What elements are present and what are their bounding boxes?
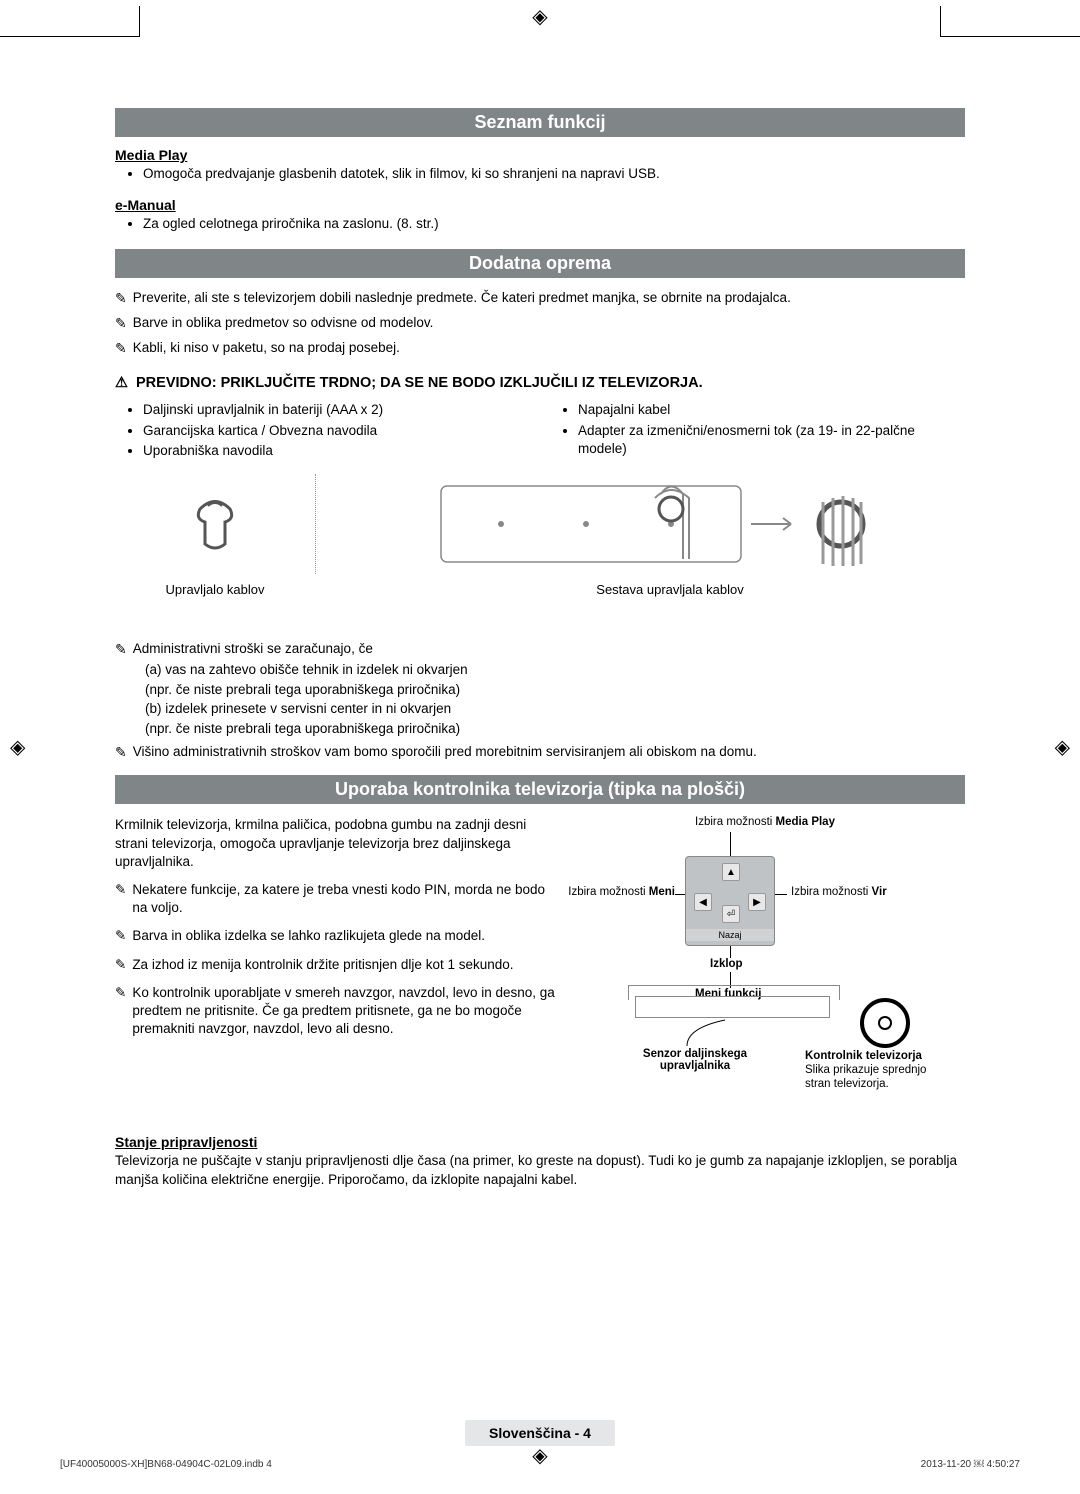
- accessories-note-3: ✎ Kabli, ki niso v paketu, so na prodaj p…: [115, 338, 965, 359]
- note-icon: ✎: [115, 338, 127, 359]
- standby-heading: Stanje pripravljenosti: [115, 1134, 965, 1150]
- list-item: Napajalni kabel: [578, 401, 965, 419]
- cable-assembly-figure: [376, 474, 965, 574]
- label-meni: Izbira možnosti Meni: [555, 886, 675, 898]
- note-icon: ✎: [115, 639, 127, 660]
- standby-text: Televizorja ne puščajte v stanju priprav…: [115, 1152, 965, 1188]
- section-heading-accessories: Dodatna oprema: [115, 249, 965, 278]
- admin-notes-block: (a) vas na zahtevo obišče tehnik in izde…: [115, 660, 965, 738]
- note-icon: ✎: [115, 288, 127, 309]
- note-text: Višino administrativnih stroškov vam bom…: [133, 742, 757, 763]
- media-play-list: Omogoča predvajanje glasbenih datotek, s…: [115, 165, 965, 183]
- footer-date: 2013-11-20 ￼ 4:50:27: [921, 1459, 1020, 1470]
- label-prefix: Izbira možnosti: [791, 886, 872, 898]
- pad-up-icon: ▲: [722, 863, 740, 881]
- leader-line: [773, 894, 787, 895]
- admin-notes-head: ✎ Administrativni stroški se zaračunajo, …: [115, 639, 965, 660]
- controller-diagram: Izbira možnosti Media Play Izbira možnos…: [575, 816, 965, 1096]
- media-play-heading: Media Play: [115, 147, 965, 163]
- controller-pad-icon: ▲ ◀ ▶ ⏎ Nazaj: [685, 856, 775, 946]
- admin-note-line: (a) vas na zahtevo obišče tehnik in izde…: [145, 660, 965, 680]
- note-icon: ✎: [115, 313, 127, 334]
- note-icon: ✎: [115, 881, 126, 917]
- crop-mark-top-left: [0, 36, 140, 37]
- note-text: Nekatere funkcije, za katere je treba vn…: [132, 881, 555, 917]
- warning-icon: ⚠: [115, 375, 128, 391]
- admin-note-line: (npr. če niste prebrali tega uporabniške…: [145, 719, 965, 739]
- crop-mark-right-icon: ◈: [1055, 735, 1070, 760]
- label-bold: Vir: [872, 886, 887, 898]
- leader-curve: [685, 1018, 735, 1048]
- note-text: Administrativni stroški se zaračunajo, č…: [133, 639, 373, 660]
- leader-line: [730, 832, 731, 856]
- note-icon: ✎: [115, 927, 126, 945]
- media-play-item: Omogoča predvajanje glasbenih datotek, s…: [143, 165, 965, 183]
- list-item: Uporabniška navodila: [143, 442, 530, 460]
- caption-b: Sestava upravljala kablov: [315, 582, 965, 597]
- label-kontrolnik-sub: Slika prikazuje sprednjo stran televizor…: [805, 1064, 955, 1092]
- label-media-play: Izbira možnosti Media Play: [665, 816, 865, 828]
- pad-left-icon: ◀: [694, 893, 712, 911]
- note-icon: ✎: [115, 984, 126, 1039]
- label-kontrolnik: Kontrolnik televizorja: [805, 1050, 922, 1062]
- admin-note-line: (npr. če niste prebrali tega uporabniške…: [145, 680, 965, 700]
- note-text: Ko kontrolnik uporabljate v smereh navzg…: [132, 984, 555, 1039]
- section-heading-controller: Uporaba kontrolnika televizorja (tipka n…: [115, 775, 965, 804]
- accessories-left-list: Daljinski upravljalnik in bateriji (AAA …: [115, 401, 530, 462]
- label-izklop: Izklop: [710, 958, 743, 970]
- controller-dial-icon: [860, 998, 910, 1048]
- emanual-heading: e-Manual: [115, 197, 965, 213]
- note-text: Barva in oblika izdelka se lahko razliku…: [132, 927, 485, 945]
- section-heading-features: Seznam funkcij: [115, 108, 965, 137]
- accessories-note-1: ✎ Preverite, ali ste s televizorjem dobil…: [115, 288, 965, 309]
- note-text: Barve in oblika predmetov so odvisne od …: [133, 313, 434, 334]
- crop-mark-top-right: [940, 36, 1080, 37]
- crop-mark-left-icon: ◈: [10, 735, 25, 760]
- controller-intro: Krmilnik televizorja, krmilna paličica, …: [115, 816, 555, 871]
- admin-final-note: ✎ Višino administrativnih stroškov vam bo…: [115, 742, 965, 763]
- controller-note-4: ✎Ko kontrolnik uporabljate v smereh navz…: [115, 984, 555, 1039]
- emanual-item: Za ogled celotnega priročnika na zaslonu…: [143, 215, 965, 233]
- pad-nazaj-label: Nazaj: [686, 929, 774, 941]
- leader-line: [730, 946, 731, 958]
- note-icon: ✎: [115, 956, 126, 974]
- note-text: Kabli, ki niso v paketu, so na prodaj po…: [133, 338, 400, 359]
- admin-note-line: (b) izdelek prinesete v servisni center …: [145, 699, 965, 719]
- note-text: Preverite, ali ste s televizorjem dobili…: [133, 288, 791, 309]
- accessories-right-list: Napajalni kabel Adapter za izmenični/eno…: [550, 401, 965, 462]
- label-prefix: Izbira možnosti: [568, 886, 649, 898]
- note-text: Za izhod iz menija kontrolnik držite pri…: [132, 956, 513, 974]
- cable-holder-figure: [115, 474, 315, 574]
- note-icon: ✎: [115, 742, 127, 763]
- pad-right-icon: ▶: [748, 893, 766, 911]
- list-item: Adapter za izmenični/enosmerni tok (za 1…: [578, 422, 965, 458]
- controller-note-1: ✎Nekatere funkcije, za katere je treba v…: [115, 881, 555, 917]
- caution-heading: ⚠ PREVIDNO: PRIKLJUČITE TRDNO; DA SE NE …: [115, 375, 965, 391]
- controller-note-3: ✎ Za izhod iz menija kontrolnik držite pr…: [115, 956, 555, 974]
- pad-down-icon: ⏎: [722, 905, 740, 923]
- label-vir: Izbira možnosti Vir: [791, 886, 931, 898]
- list-item: Daljinski upravljalnik in bateriji (AAA …: [143, 401, 530, 419]
- emanual-list: Za ogled celotnega priročnika na zaslonu…: [115, 215, 965, 233]
- list-item: Garancijska kartica / Obvezna navodila: [143, 422, 530, 440]
- accessories-note-2: ✎ Barve in oblika predmetov so odvisne od…: [115, 313, 965, 334]
- controller-note-2: ✎ Barva in oblika izdelka se lahko razlik…: [115, 927, 555, 945]
- footer-file: [UF40005000S-XH]BN68-04904C-02L09.indb 4: [60, 1459, 272, 1470]
- label-senzor: Senzor daljinskega upravljalnika: [635, 1048, 755, 1072]
- caption-a: Upravljalo kablov: [115, 582, 315, 597]
- page-language-footer: Slovenščina - 4: [465, 1420, 615, 1446]
- label-bold: Meni: [649, 886, 675, 898]
- caution-text: PREVIDNO: PRIKLJUČITE TRDNO; DA SE NE BO…: [136, 375, 703, 391]
- label-prefix: Izbira možnosti: [695, 816, 776, 828]
- label-bold: Media Play: [776, 816, 835, 828]
- tv-outline-icon: [635, 996, 830, 1018]
